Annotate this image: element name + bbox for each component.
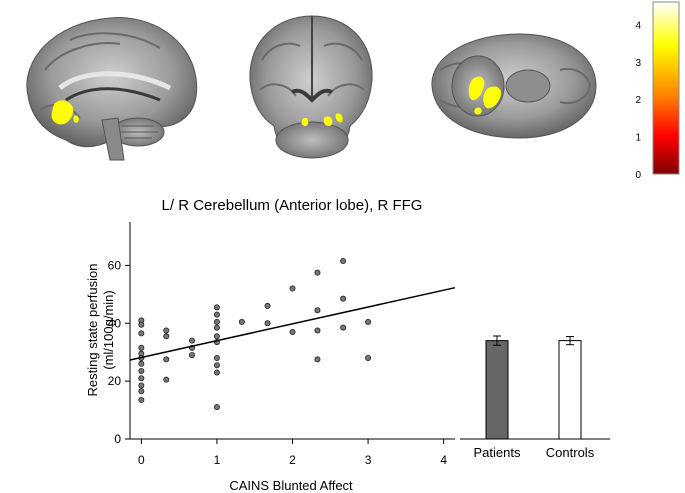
- data-point: [213, 304, 220, 311]
- data-point: [163, 333, 170, 340]
- data-point: [138, 382, 145, 389]
- axial-slice: [431, 33, 597, 139]
- colorbar-tick-label: 1: [635, 133, 641, 144]
- group-label: Patients: [474, 445, 521, 460]
- data-point: [238, 318, 245, 325]
- scatter-chart: L/ R Cerebellum (Anterior lobe), R FFG R…: [85, 197, 610, 493]
- data-point: [289, 285, 296, 292]
- sagittal-slice: [26, 17, 198, 161]
- data-point: [188, 337, 195, 344]
- data-point: [213, 354, 220, 361]
- y-axis-label: Resting state perfusion: [85, 264, 100, 397]
- y-tick-label: 60: [108, 258, 122, 272]
- data-point: [213, 362, 220, 369]
- data-point: [314, 307, 321, 314]
- x-tick-label: 2: [289, 453, 296, 467]
- data-point: [264, 302, 271, 309]
- colorbar-tick-label: 4: [635, 20, 641, 31]
- data-point: [365, 318, 372, 325]
- coronal-slice: [249, 15, 373, 159]
- data-point: [138, 360, 145, 367]
- data-point: [314, 356, 321, 363]
- data-point: [340, 295, 347, 302]
- regression-line: [129, 286, 456, 361]
- group-bar: [485, 340, 509, 440]
- data-point: [138, 368, 145, 375]
- data-point: [264, 320, 271, 327]
- fit-line: [129, 286, 456, 361]
- data-point: [163, 356, 170, 363]
- data-point: [314, 327, 321, 334]
- data-point: [138, 375, 145, 382]
- data-point: [314, 269, 321, 276]
- data-point: [365, 354, 372, 361]
- group-label: Controls: [546, 445, 595, 460]
- x-tick-label: 4: [440, 453, 447, 467]
- data-point: [138, 330, 145, 337]
- brain-slices-panel: 4 3 2 1 0: [26, 1, 680, 181]
- axes: 0 20 40 60 0 1 2 3 4: [108, 222, 455, 467]
- y-tick-label: 40: [108, 316, 122, 330]
- y-tick-label: 20: [108, 374, 122, 388]
- data-point: [138, 321, 145, 328]
- scatter-points: [138, 258, 372, 411]
- group-bar-chart: Patients Controls: [460, 335, 610, 460]
- data-point: [163, 327, 170, 334]
- colorbar-tick-label: 2: [635, 95, 641, 106]
- y-axis-units: (ml/100g/min): [101, 290, 116, 369]
- data-point: [213, 369, 220, 376]
- x-tick-label: 3: [365, 453, 372, 467]
- colorbar-tick-label: 3: [635, 58, 641, 69]
- x-axis-label: CAINS Blunted Affect: [229, 478, 353, 493]
- data-point: [188, 352, 195, 359]
- chart-title: L/ R Cerebellum (Anterior lobe), R FFG: [162, 197, 423, 214]
- data-point: [138, 344, 145, 351]
- data-point: [213, 324, 220, 331]
- colorbar-tick-label: 0: [635, 170, 641, 181]
- y-tick-label: 0: [114, 432, 121, 446]
- data-point: [340, 258, 347, 265]
- data-point: [340, 324, 347, 331]
- data-point: [138, 388, 145, 395]
- data-point: [289, 328, 296, 335]
- x-tick-label: 0: [138, 453, 145, 467]
- data-point: [213, 333, 220, 340]
- x-tick-label: 1: [214, 453, 221, 467]
- data-point: [213, 404, 220, 411]
- data-point: [213, 318, 220, 325]
- y-axis-title: Resting state perfusion (ml/100g/min): [85, 264, 116, 397]
- group-bar: [558, 340, 582, 440]
- data-point: [213, 311, 220, 318]
- colorbar: 4 3 2 1 0: [635, 1, 680, 181]
- data-point: [163, 376, 170, 383]
- data-point: [138, 396, 145, 403]
